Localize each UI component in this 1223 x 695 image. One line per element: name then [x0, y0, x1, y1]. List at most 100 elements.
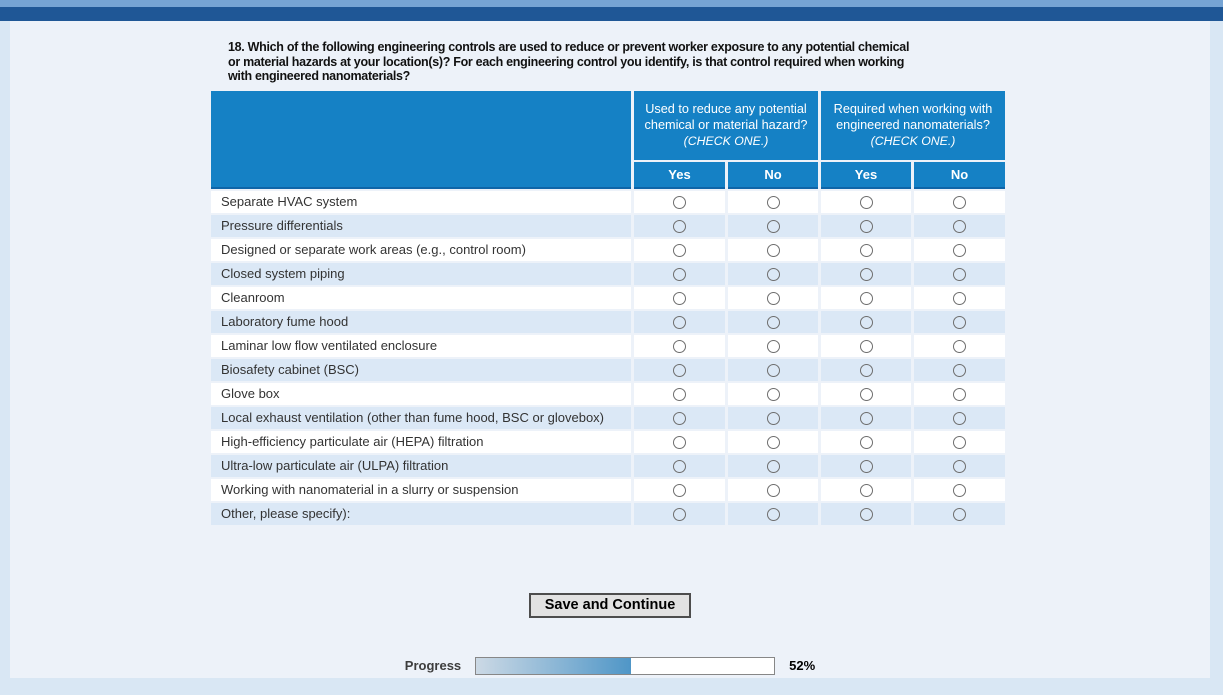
radio-cell-hazard-no — [728, 358, 818, 381]
radio-cell-nano-yes — [821, 214, 911, 237]
radio-cell-hazard-yes — [634, 430, 725, 453]
row-label: Designed or separate work areas (e.g., c… — [211, 238, 631, 261]
group-header-nano-instruction: (CHECK ONE.) — [870, 134, 956, 148]
radio-nano-no[interactable] — [953, 460, 966, 474]
radio-nano-yes[interactable] — [859, 316, 873, 330]
radio-nano-yes[interactable] — [859, 436, 873, 450]
radio-nano-no[interactable] — [953, 220, 966, 234]
radio-hazard-yes[interactable] — [673, 220, 686, 234]
radio-cell-hazard-no — [728, 382, 818, 405]
table-row: Laboratory fume hood — [211, 310, 1005, 333]
radio-hazard-no[interactable] — [766, 292, 780, 306]
table-row: Closed system piping — [211, 262, 1005, 285]
radio-cell-nano-yes — [821, 286, 911, 309]
radio-hazard-no[interactable] — [766, 244, 780, 258]
radio-nano-yes[interactable] — [859, 244, 873, 258]
radio-nano-no[interactable] — [953, 244, 966, 258]
radio-nano-yes[interactable] — [859, 196, 873, 210]
radio-nano-yes[interactable] — [859, 484, 873, 498]
radio-hazard-no[interactable] — [766, 484, 780, 498]
radio-cell-hazard-no — [728, 406, 818, 429]
radio-hazard-no[interactable] — [766, 220, 780, 234]
radio-nano-yes[interactable] — [859, 460, 873, 474]
radio-hazard-yes[interactable] — [673, 484, 686, 498]
radio-hazard-yes[interactable] — [673, 340, 686, 354]
radio-nano-yes[interactable] — [859, 268, 873, 282]
radio-nano-no[interactable] — [953, 364, 966, 378]
radio-nano-yes[interactable] — [859, 412, 873, 426]
radio-cell-hazard-no — [728, 334, 818, 357]
radio-hazard-yes[interactable] — [673, 244, 686, 258]
radio-cell-nano-no — [914, 502, 1005, 525]
radio-hazard-yes[interactable] — [673, 508, 686, 522]
radio-nano-no[interactable] — [953, 508, 966, 522]
radio-hazard-yes[interactable] — [673, 364, 686, 378]
radio-hazard-no[interactable] — [766, 388, 780, 402]
radio-cell-hazard-yes — [634, 310, 725, 333]
radio-cell-hazard-no — [728, 262, 818, 285]
radio-cell-hazard-yes — [634, 406, 725, 429]
radio-hazard-no[interactable] — [766, 412, 780, 426]
group-header-hazard-instruction: (CHECK ONE.) — [683, 134, 769, 148]
radio-nano-no[interactable] — [953, 484, 966, 498]
radio-hazard-yes[interactable] — [673, 388, 686, 402]
radio-nano-no[interactable] — [953, 292, 966, 306]
radio-nano-yes[interactable] — [859, 220, 873, 234]
radio-nano-no[interactable] — [953, 340, 966, 354]
radio-nano-no[interactable] — [953, 316, 966, 330]
controls-table: Used to reduce any potential chemical or… — [208, 89, 1008, 527]
radio-cell-nano-no — [914, 454, 1005, 477]
radio-cell-nano-yes — [821, 190, 911, 213]
radio-hazard-yes[interactable] — [673, 268, 686, 282]
radio-hazard-no[interactable] — [766, 316, 780, 330]
radio-nano-no[interactable] — [953, 388, 966, 402]
radio-cell-nano-yes — [821, 334, 911, 357]
radio-cell-nano-no — [914, 262, 1005, 285]
radio-hazard-yes[interactable] — [673, 412, 686, 426]
radio-hazard-no[interactable] — [766, 340, 780, 354]
button-row: Save and Continue — [10, 592, 1210, 618]
choice-header-hazard-no: No — [728, 161, 818, 189]
radio-cell-nano-no — [914, 334, 1005, 357]
table-row: Glove box — [211, 382, 1005, 405]
radio-cell-nano-no — [914, 310, 1005, 333]
radio-hazard-no[interactable] — [766, 196, 780, 210]
radio-nano-no[interactable] — [953, 196, 966, 210]
radio-nano-no[interactable] — [953, 412, 966, 426]
radio-nano-no[interactable] — [953, 268, 966, 282]
radio-hazard-no[interactable] — [766, 460, 780, 474]
row-label: Local exhaust ventilation (other than fu… — [211, 406, 631, 429]
radio-cell-hazard-yes — [634, 214, 725, 237]
table-row: Local exhaust ventilation (other than fu… — [211, 406, 1005, 429]
save-and-continue-button[interactable]: Save and Continue — [528, 592, 692, 618]
progress-percent: 52% — [789, 658, 816, 673]
question-text: 18. Which of the following engineering c… — [228, 40, 910, 83]
radio-hazard-yes[interactable] — [673, 292, 686, 306]
radio-nano-yes[interactable] — [859, 388, 873, 402]
radio-hazard-no[interactable] — [766, 436, 780, 450]
radio-cell-hazard-yes — [634, 238, 725, 261]
radio-hazard-no[interactable] — [766, 268, 780, 282]
radio-hazard-no[interactable] — [766, 508, 780, 522]
radio-nano-yes[interactable] — [859, 292, 873, 306]
radio-nano-yes[interactable] — [859, 340, 873, 354]
radio-hazard-yes[interactable] — [673, 460, 686, 474]
radio-cell-nano-no — [914, 382, 1005, 405]
row-label: Other, please specify): — [211, 502, 631, 525]
radio-hazard-yes[interactable] — [673, 196, 686, 210]
radio-cell-nano-no — [914, 238, 1005, 261]
radio-cell-nano-yes — [821, 478, 911, 501]
radio-nano-no[interactable] — [953, 436, 966, 450]
row-label: Laminar low flow ventilated enclosure — [211, 334, 631, 357]
radio-hazard-yes[interactable] — [673, 436, 686, 450]
radio-nano-yes[interactable] — [859, 508, 873, 522]
table-row: Designed or separate work areas (e.g., c… — [211, 238, 1005, 261]
radio-hazard-yes[interactable] — [673, 316, 686, 330]
table-row: Laminar low flow ventilated enclosure — [211, 334, 1005, 357]
controls-table-header: Used to reduce any potential chemical or… — [211, 90, 1005, 189]
radio-hazard-no[interactable] — [766, 364, 780, 378]
table-row: High-efficiency particulate air (HEPA) f… — [211, 430, 1005, 453]
radio-nano-yes[interactable] — [859, 364, 873, 378]
choice-header-nano-yes: Yes — [821, 161, 911, 189]
radio-cell-nano-no — [914, 214, 1005, 237]
